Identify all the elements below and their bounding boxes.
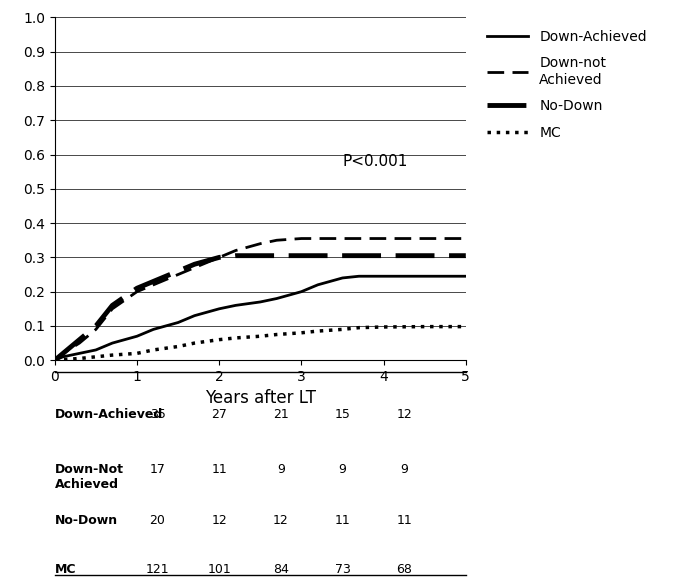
Text: 73: 73 — [334, 563, 351, 576]
Text: P<0.001: P<0.001 — [342, 154, 408, 169]
Text: 101: 101 — [208, 563, 231, 576]
Text: 17: 17 — [149, 464, 166, 476]
Text: 27: 27 — [211, 408, 227, 421]
Text: MC: MC — [55, 563, 76, 576]
Text: Down-Not
Achieved: Down-Not Achieved — [55, 464, 124, 492]
Text: Down-Achieved: Down-Achieved — [55, 408, 163, 421]
Text: 11: 11 — [397, 514, 412, 527]
Text: 12: 12 — [273, 514, 288, 527]
Text: 11: 11 — [335, 514, 350, 527]
Text: 9: 9 — [277, 464, 285, 476]
Text: 20: 20 — [149, 514, 166, 527]
Text: No-Down: No-Down — [55, 514, 118, 527]
Text: 9: 9 — [338, 464, 347, 476]
Text: 12: 12 — [397, 408, 412, 421]
Text: 12: 12 — [212, 514, 227, 527]
Legend: Down-Achieved, Down-not
Achieved, No-Down, MC: Down-Achieved, Down-not Achieved, No-Dow… — [481, 24, 653, 145]
Text: 15: 15 — [334, 408, 351, 421]
X-axis label: Years after LT: Years after LT — [205, 389, 316, 407]
Text: 121: 121 — [146, 563, 169, 576]
Text: 68: 68 — [396, 563, 412, 576]
Text: 84: 84 — [273, 563, 289, 576]
Text: 9: 9 — [400, 464, 408, 476]
Text: 11: 11 — [212, 464, 227, 476]
Text: 35: 35 — [149, 408, 166, 421]
Text: 21: 21 — [273, 408, 288, 421]
